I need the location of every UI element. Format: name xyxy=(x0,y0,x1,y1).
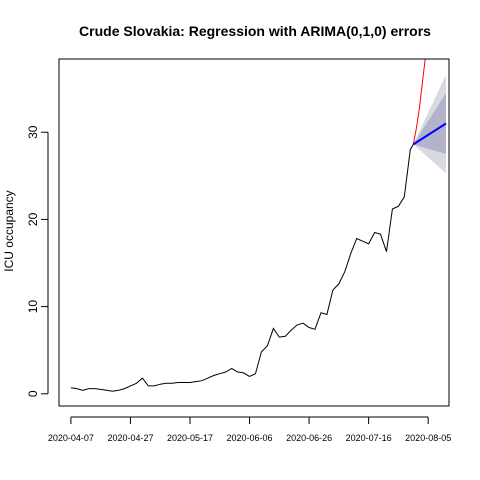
x-tick-label: 2020-06-26 xyxy=(286,433,332,443)
plot-area: 0 10 20 30 2020-04-07 2020-04-27 2020-05-17 202… xyxy=(26,58,451,443)
series-observed-line xyxy=(70,144,414,392)
plot-frame xyxy=(58,58,450,407)
y-tick-label: 0 xyxy=(26,390,40,397)
y-axis-label: ICU occupancy xyxy=(2,190,16,271)
chart-title: Crude Slovakia: Regression with ARIMA(0,… xyxy=(79,23,431,39)
y-tick-label: 10 xyxy=(26,300,40,314)
series-forecast-line xyxy=(412,122,447,146)
forecast-band-80 xyxy=(413,93,446,154)
series-fitted-line xyxy=(412,59,426,145)
x-tick-label: 2020-04-27 xyxy=(107,433,153,443)
x-tick-label: 2020-05-17 xyxy=(167,433,213,443)
y-tick-label: 30 xyxy=(26,125,40,139)
y-tick-label: 20 xyxy=(26,212,40,226)
x-tick-label: 2020-08-05 xyxy=(405,433,451,443)
x-tick-label: 2020-07-16 xyxy=(346,433,392,443)
x-tick-label: 2020-06-06 xyxy=(226,433,272,443)
x-tick-label: 2020-04-07 xyxy=(48,433,94,443)
